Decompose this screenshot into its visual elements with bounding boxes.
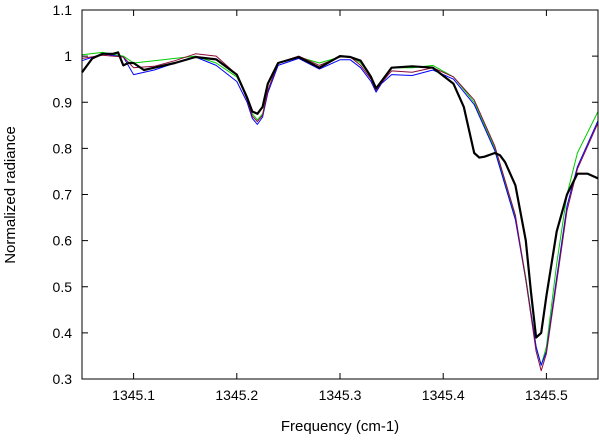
y-tick-label: 0.8 xyxy=(53,140,73,156)
x-tick-label: 1345.2 xyxy=(215,387,258,403)
y-axis-label: Normalized radiance xyxy=(2,126,19,264)
y-tick-label: 0.6 xyxy=(53,233,73,249)
x-tick-label: 1345.4 xyxy=(422,387,465,403)
y-tick-label: 0.3 xyxy=(53,371,73,387)
y-tick-label: 0.5 xyxy=(53,279,73,295)
ticks-layer: 1345.1 1345.2 1345.3 1345.4 1345.5 0.3 0.4 0.5 0… xyxy=(53,2,598,403)
y-tick-label: 1 xyxy=(64,48,72,64)
x-axis-label: Frequency (cm-1) xyxy=(281,418,399,435)
x-tick-label: 1345.5 xyxy=(525,387,568,403)
x-tick-label: 1345.1 xyxy=(112,387,155,403)
y-tick-label: 1.1 xyxy=(53,2,73,18)
series-line-4 xyxy=(81,51,599,339)
series-layer xyxy=(81,51,599,372)
y-tick-label: 0.4 xyxy=(53,325,73,341)
y-tick-label: 0.7 xyxy=(53,187,73,203)
series-line-3 xyxy=(81,53,599,372)
y-tick-label: 0.9 xyxy=(53,94,73,110)
x-tick-label: 1345.3 xyxy=(319,387,362,403)
